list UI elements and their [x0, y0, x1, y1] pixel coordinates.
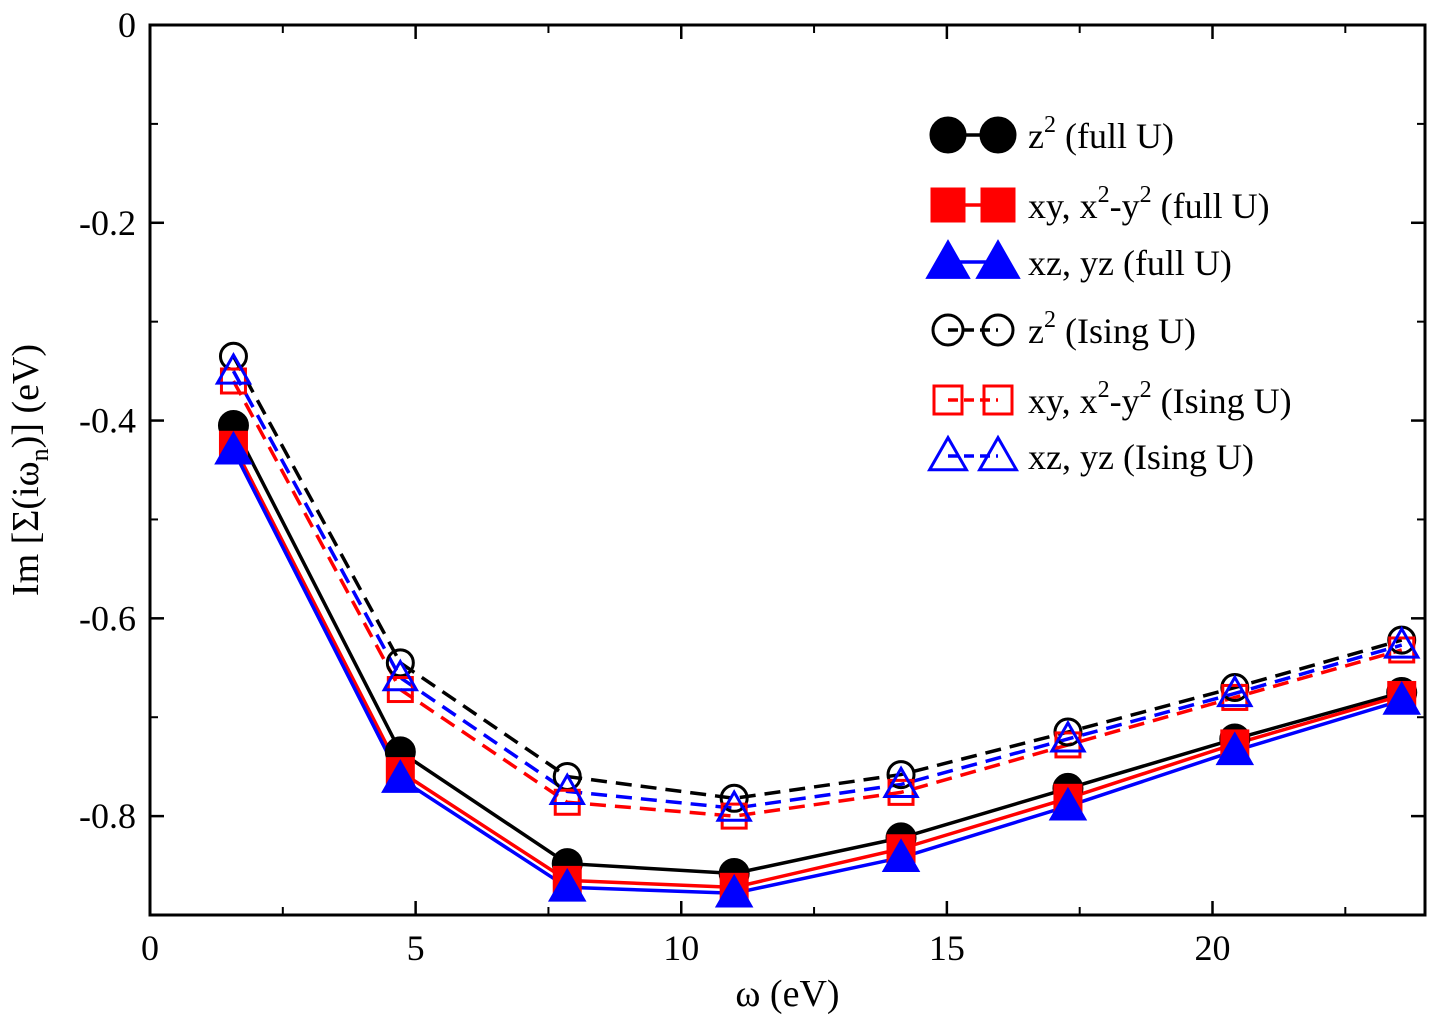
data-point — [1383, 625, 1421, 659]
y-tick-label: -0.2 — [79, 203, 136, 243]
legend: z2 (full U) xy, x2-y2 (full U) xz, yz (ful… — [925, 112, 1292, 477]
y-axis-label: Im [Σ(iωn)] (eV) — [5, 344, 54, 596]
legend-marker — [982, 384, 1014, 416]
legend-marker — [930, 187, 966, 223]
legend-item: xz, yz (Ising U) — [927, 434, 1254, 477]
series-line — [231, 380, 1403, 818]
data-point — [886, 760, 916, 790]
data-point — [214, 430, 253, 465]
data-point — [1215, 731, 1255, 766]
legend-label: xz, yz (full U) — [1028, 243, 1232, 283]
x-tick-label: 15 — [929, 928, 965, 968]
legend-marker — [980, 187, 1016, 223]
series-line — [231, 424, 1403, 876]
x-tick-label: 5 — [407, 928, 425, 968]
x-tick-label: 0 — [141, 928, 159, 968]
legend-label: z2 (full U) — [1028, 112, 1174, 156]
data-point — [1216, 674, 1254, 708]
data-point — [214, 351, 253, 385]
data-point — [881, 838, 921, 872]
legend-marker — [932, 384, 964, 416]
legend-marker — [981, 313, 1015, 347]
data-point — [719, 783, 749, 813]
legend-item: xz, yz (full U) — [925, 239, 1232, 283]
tick-labels: 0 5 10 15 20 0 -0.2 -0.4 -0.6 -0.8 — [79, 5, 1231, 968]
legend-marker — [931, 313, 965, 347]
legend-marker — [925, 239, 971, 279]
legend-item: xy, x2-y2 (Ising U) — [932, 377, 1292, 421]
data-point — [714, 873, 754, 908]
legend-marker — [979, 116, 1017, 154]
x-tick-label: 10 — [663, 928, 699, 968]
legend-label: xy, x2-y2 (Ising U) — [1028, 377, 1292, 421]
data-point — [1049, 719, 1087, 753]
data-point — [548, 772, 586, 805]
y-tick-label: -0.8 — [79, 796, 136, 836]
series-line — [231, 355, 1403, 801]
legend-label: xy, x2-y2 (full U) — [1028, 182, 1270, 226]
series-line — [231, 444, 1403, 890]
legend-label: z2 (Ising U) — [1028, 307, 1196, 351]
data-point — [1048, 786, 1088, 821]
plot-frame — [148, 23, 1427, 917]
series-markers — [214, 341, 1421, 908]
legend-item: z2 (full U) — [929, 112, 1174, 156]
series-lines — [231, 355, 1403, 896]
x-tick-label: 20 — [1195, 928, 1231, 968]
legend-label: xz, yz (Ising U) — [1028, 437, 1254, 477]
data-point — [381, 759, 420, 793]
data-point — [547, 867, 587, 902]
y-tick-label: -0.4 — [79, 401, 136, 441]
data-point — [1382, 681, 1421, 715]
data-point — [385, 648, 415, 678]
series-line — [231, 449, 1403, 896]
legend-marker — [977, 434, 1019, 472]
y-tick-label: -0.6 — [79, 598, 136, 638]
series-line — [231, 370, 1403, 810]
data-point — [882, 765, 920, 799]
data-point — [219, 367, 247, 395]
data-point — [715, 789, 753, 822]
data-point — [381, 658, 420, 692]
x-axis-label: ω (eV) — [735, 973, 839, 1015]
legend-item: z2 (Ising U) — [931, 307, 1196, 351]
legend-item: xy, x2-y2 (full U) — [930, 182, 1270, 226]
legend-marker — [975, 239, 1021, 279]
legend-marker — [929, 116, 967, 154]
legend-marker — [927, 434, 969, 472]
y-tick-label: 0 — [118, 5, 136, 45]
